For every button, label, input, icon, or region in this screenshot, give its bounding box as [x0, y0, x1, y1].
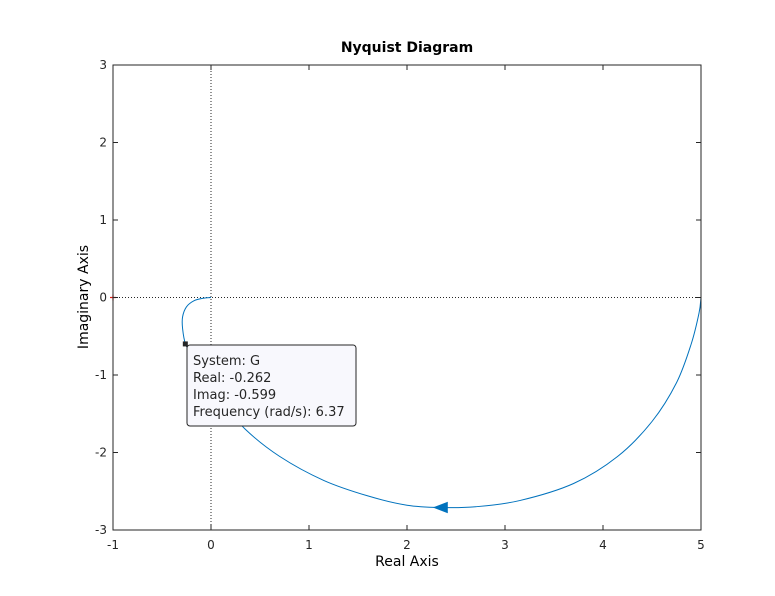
datatip-line: Real: -0.262: [193, 371, 271, 386]
direction-arrow: [432, 501, 448, 514]
x-tick-label: 3: [501, 538, 509, 552]
nyquist-curve-layer: [181, 297, 702, 514]
y-tick-label: -1: [95, 368, 107, 382]
y-tick-label: -3: [95, 523, 107, 537]
y-tick-label: -2: [95, 446, 107, 460]
x-tick-label: 0: [207, 538, 215, 552]
x-axis-label: Real Axis: [375, 554, 439, 570]
datatip-line: Imag: -0.599: [193, 388, 276, 403]
datatip-line: Frequency (rad/s): 6.37: [193, 405, 345, 420]
x-tick-label: 5: [697, 538, 705, 552]
y-tick-label: 3: [99, 58, 107, 72]
axis-ticks: -1 0 1 2 3 4 5 -3 -2 -1 0 1 2 3: [95, 58, 705, 552]
datatip-marker[interactable]: [182, 341, 188, 347]
datatip-box[interactable]: [186, 344, 357, 427]
y-axis-label: Imaginary Axis: [76, 245, 92, 349]
y-tick-label: 1: [99, 213, 107, 227]
datatip[interactable]: System: G Real: -0.262 Imag: -0.599 Frequen…: [182, 341, 357, 427]
y-tick-label: 0: [99, 291, 107, 305]
x-tick-label: 4: [599, 538, 607, 552]
chart-title: Nyquist Diagram: [341, 40, 473, 56]
x-tick-label: 2: [403, 538, 411, 552]
x-tick-label: 1: [305, 538, 313, 552]
y-tick-label: 2: [99, 136, 107, 150]
x-tick-label: -1: [107, 538, 119, 552]
nyquist-curve: [181, 297, 702, 509]
datatip-line: System: G: [193, 354, 260, 369]
